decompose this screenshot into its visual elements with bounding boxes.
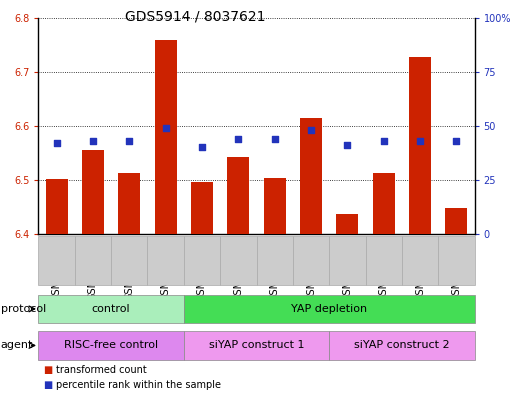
Bar	[373, 173, 394, 234]
Text: percentile rank within the sample: percentile rank within the sample	[56, 380, 222, 389]
Text: transformed count: transformed count	[56, 365, 147, 375]
Text: protocol: protocol	[1, 304, 46, 314]
Point	[380, 138, 388, 144]
Text: YAP depletion: YAP depletion	[291, 304, 367, 314]
Point	[162, 125, 170, 131]
Bar	[337, 214, 358, 234]
Text: agent: agent	[1, 340, 33, 351]
Text: ■: ■	[44, 380, 53, 389]
Point	[343, 142, 351, 148]
Point	[89, 138, 97, 144]
Bar	[82, 150, 104, 234]
Point	[270, 136, 279, 142]
Bar	[119, 173, 140, 234]
Point	[198, 144, 206, 151]
Text: siYAP construct 2: siYAP construct 2	[354, 340, 450, 351]
Bar	[300, 118, 322, 234]
Point	[307, 127, 315, 133]
Text: control: control	[92, 304, 130, 314]
Bar	[264, 178, 286, 234]
Point	[52, 140, 61, 146]
Point	[452, 138, 461, 144]
Text: siYAP construct 1: siYAP construct 1	[209, 340, 304, 351]
Bar	[191, 182, 213, 234]
Point	[125, 138, 133, 144]
Bar	[409, 57, 431, 234]
Bar	[46, 179, 68, 234]
Text: GDS5914 / 8037621: GDS5914 / 8037621	[125, 10, 265, 24]
Bar	[445, 208, 467, 234]
Point	[416, 138, 424, 144]
Text: RISC-free control: RISC-free control	[64, 340, 158, 351]
Bar	[227, 156, 249, 234]
Bar	[155, 40, 176, 234]
Text: ■: ■	[44, 365, 53, 375]
Point	[234, 136, 243, 142]
